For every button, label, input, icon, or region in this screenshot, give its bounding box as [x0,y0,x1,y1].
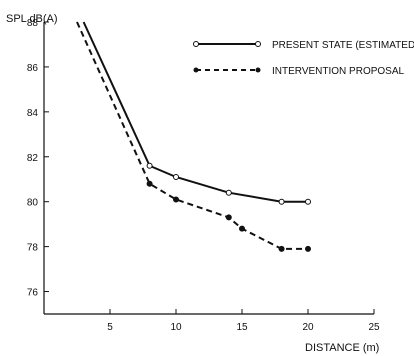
series-1-point [278,245,285,252]
legend-item-intervention: INTERVENTION PROPOSAL [193,66,405,77]
x-tick-label: 10 [170,322,182,333]
y-tick-label: 88 [27,18,39,29]
y-tick-label: 86 [27,63,39,74]
x-tick-label: 20 [302,322,314,333]
legend-intervention-marker-right [255,67,261,73]
series-1-point [225,214,232,221]
series-1-line [76,21,308,250]
series-1-point [239,225,245,232]
x-tick-label: 5 [107,322,113,333]
legend-present-marker-right [255,41,261,47]
series-0-line [82,21,308,203]
y-tick-label: 82 [27,153,39,164]
series-0-point [305,198,311,205]
y-tick-label: 84 [27,108,39,119]
series-1-point [146,180,153,187]
legend-item-present-state: PRESENT STATE (ESTIMATED) [193,40,414,51]
series-1-point [305,245,311,252]
legend-present-marker-left [193,41,199,47]
legend-present-label: PRESENT STATE (ESTIMATED) [272,40,414,51]
series-layer [76,21,311,252]
series-0-point [146,162,153,169]
series-1-point [173,196,179,203]
x-tick-label: 25 [368,322,380,333]
series-0-point [173,173,179,180]
legend: PRESENT STATE (ESTIMATED) INTERVENTION P… [193,40,414,77]
series-0-point [278,198,285,205]
y-tick-label: 78 [27,243,39,254]
x-ticks: 5 10 15 20 25 [107,309,380,333]
x-tick-label: 15 [236,322,248,333]
series-0-point [225,189,232,196]
y-tick-label: 76 [27,288,39,299]
legend-intervention-label: INTERVENTION PROPOSAL [272,66,405,77]
y-tick-label: 80 [27,198,39,209]
y-ticks: 76 78 80 82 84 86 88 [27,18,49,299]
x-axis-label: DISTANCE (m) [305,342,379,354]
legend-intervention-marker-left [193,67,199,73]
